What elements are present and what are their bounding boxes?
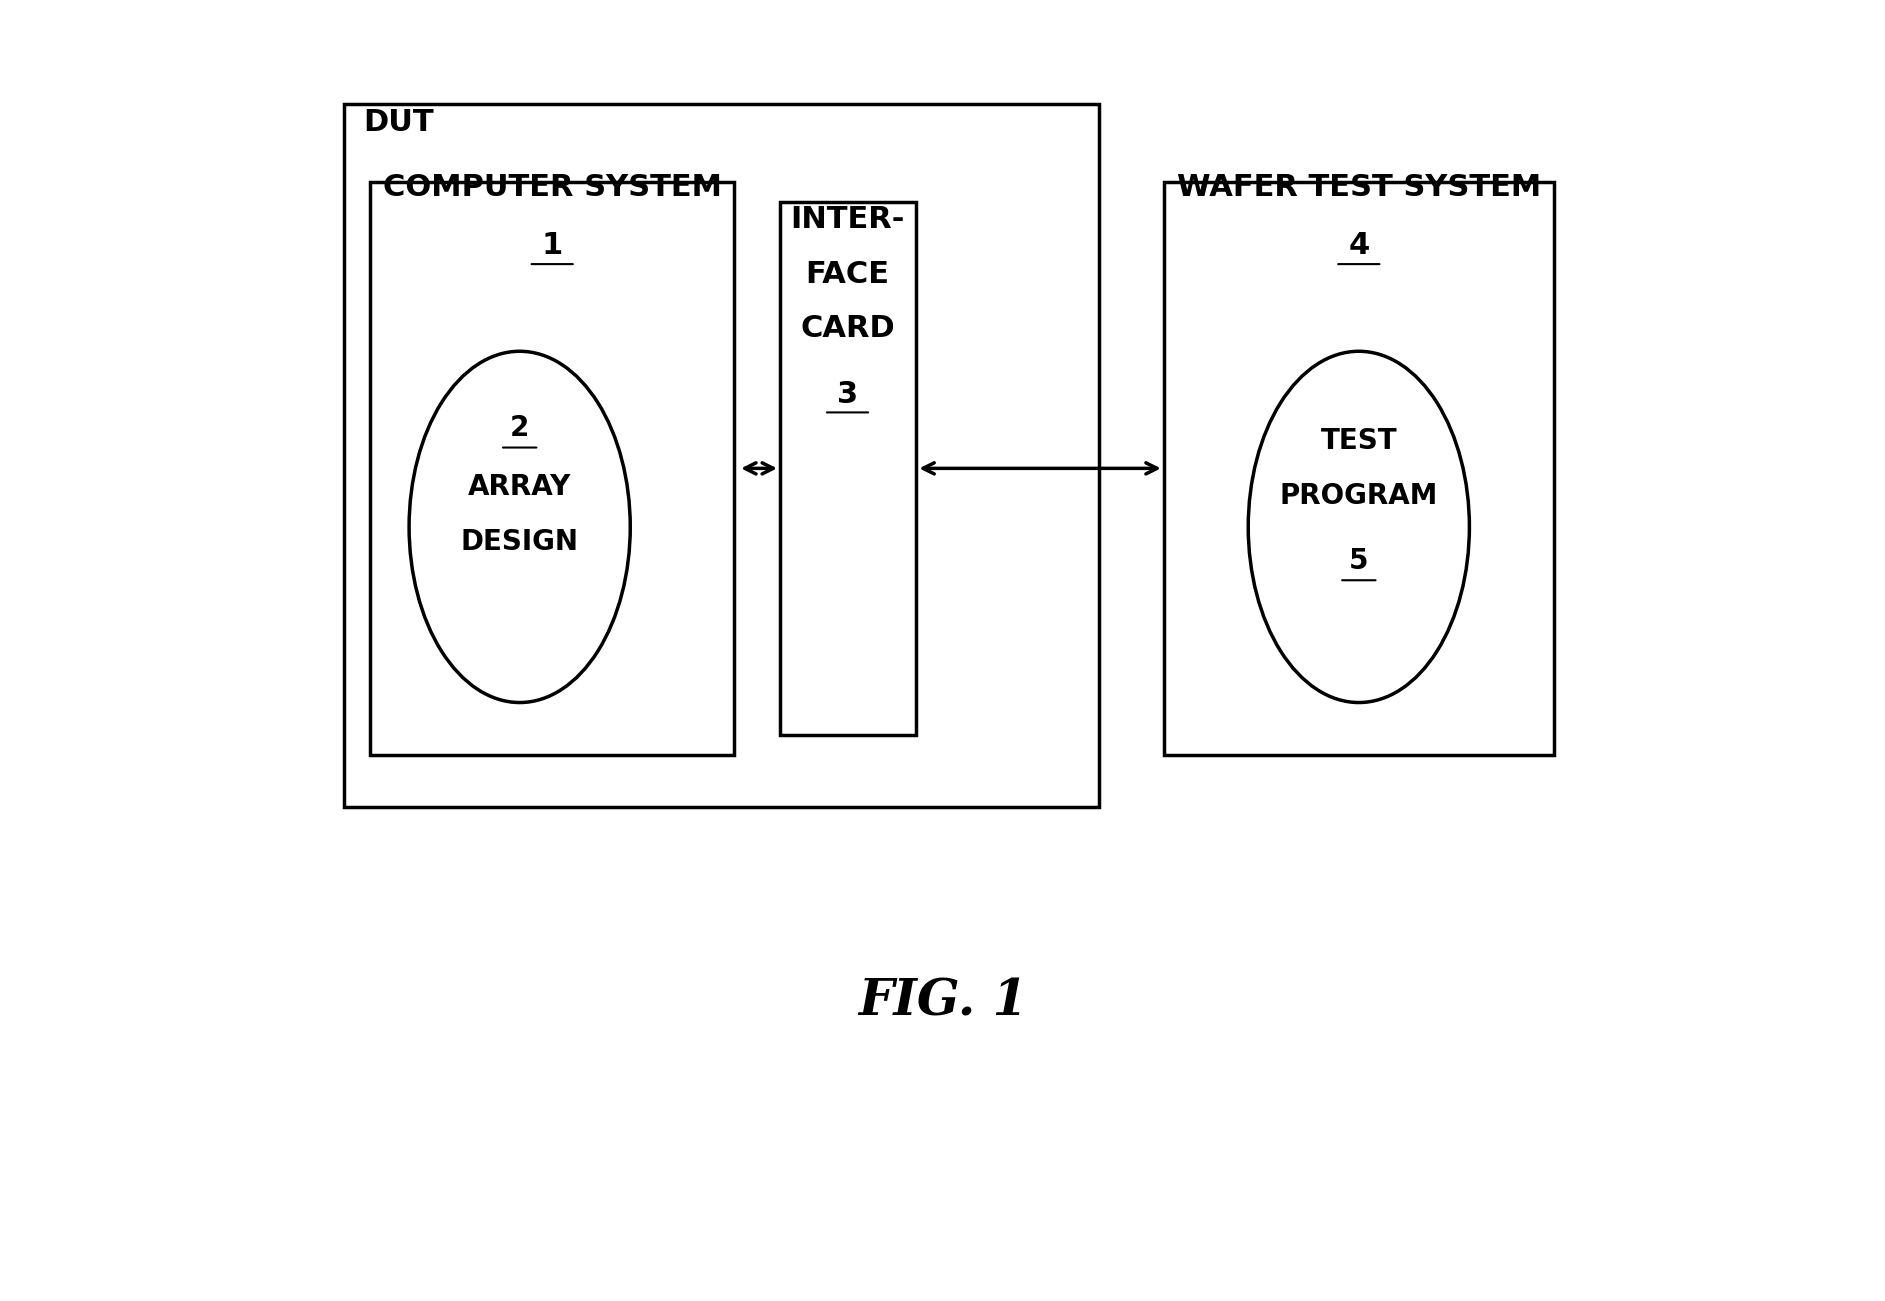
Ellipse shape	[409, 351, 630, 703]
Text: INTER-: INTER-	[790, 206, 905, 234]
Text: FACE: FACE	[805, 260, 890, 289]
Text: DESIGN: DESIGN	[460, 527, 579, 556]
Ellipse shape	[1248, 351, 1470, 703]
FancyBboxPatch shape	[369, 182, 735, 755]
Text: COMPUTER SYSTEM: COMPUTER SYSTEM	[383, 173, 722, 202]
FancyBboxPatch shape	[780, 202, 916, 735]
Text: TEST: TEST	[1321, 427, 1397, 455]
Text: 3: 3	[837, 380, 858, 409]
FancyBboxPatch shape	[345, 104, 1099, 807]
FancyBboxPatch shape	[1163, 182, 1553, 755]
Text: 4: 4	[1348, 232, 1369, 260]
Text: PROGRAM: PROGRAM	[1280, 481, 1438, 510]
Text: CARD: CARD	[799, 315, 895, 343]
Text: WAFER TEST SYSTEM: WAFER TEST SYSTEM	[1176, 173, 1540, 202]
Text: 5: 5	[1350, 546, 1369, 575]
Text: ARRAY: ARRAY	[467, 472, 571, 501]
Text: 1: 1	[541, 232, 564, 260]
Text: FIG. 1: FIG. 1	[858, 977, 1027, 1026]
Text: DUT: DUT	[364, 108, 434, 137]
Text: 2: 2	[511, 414, 530, 442]
